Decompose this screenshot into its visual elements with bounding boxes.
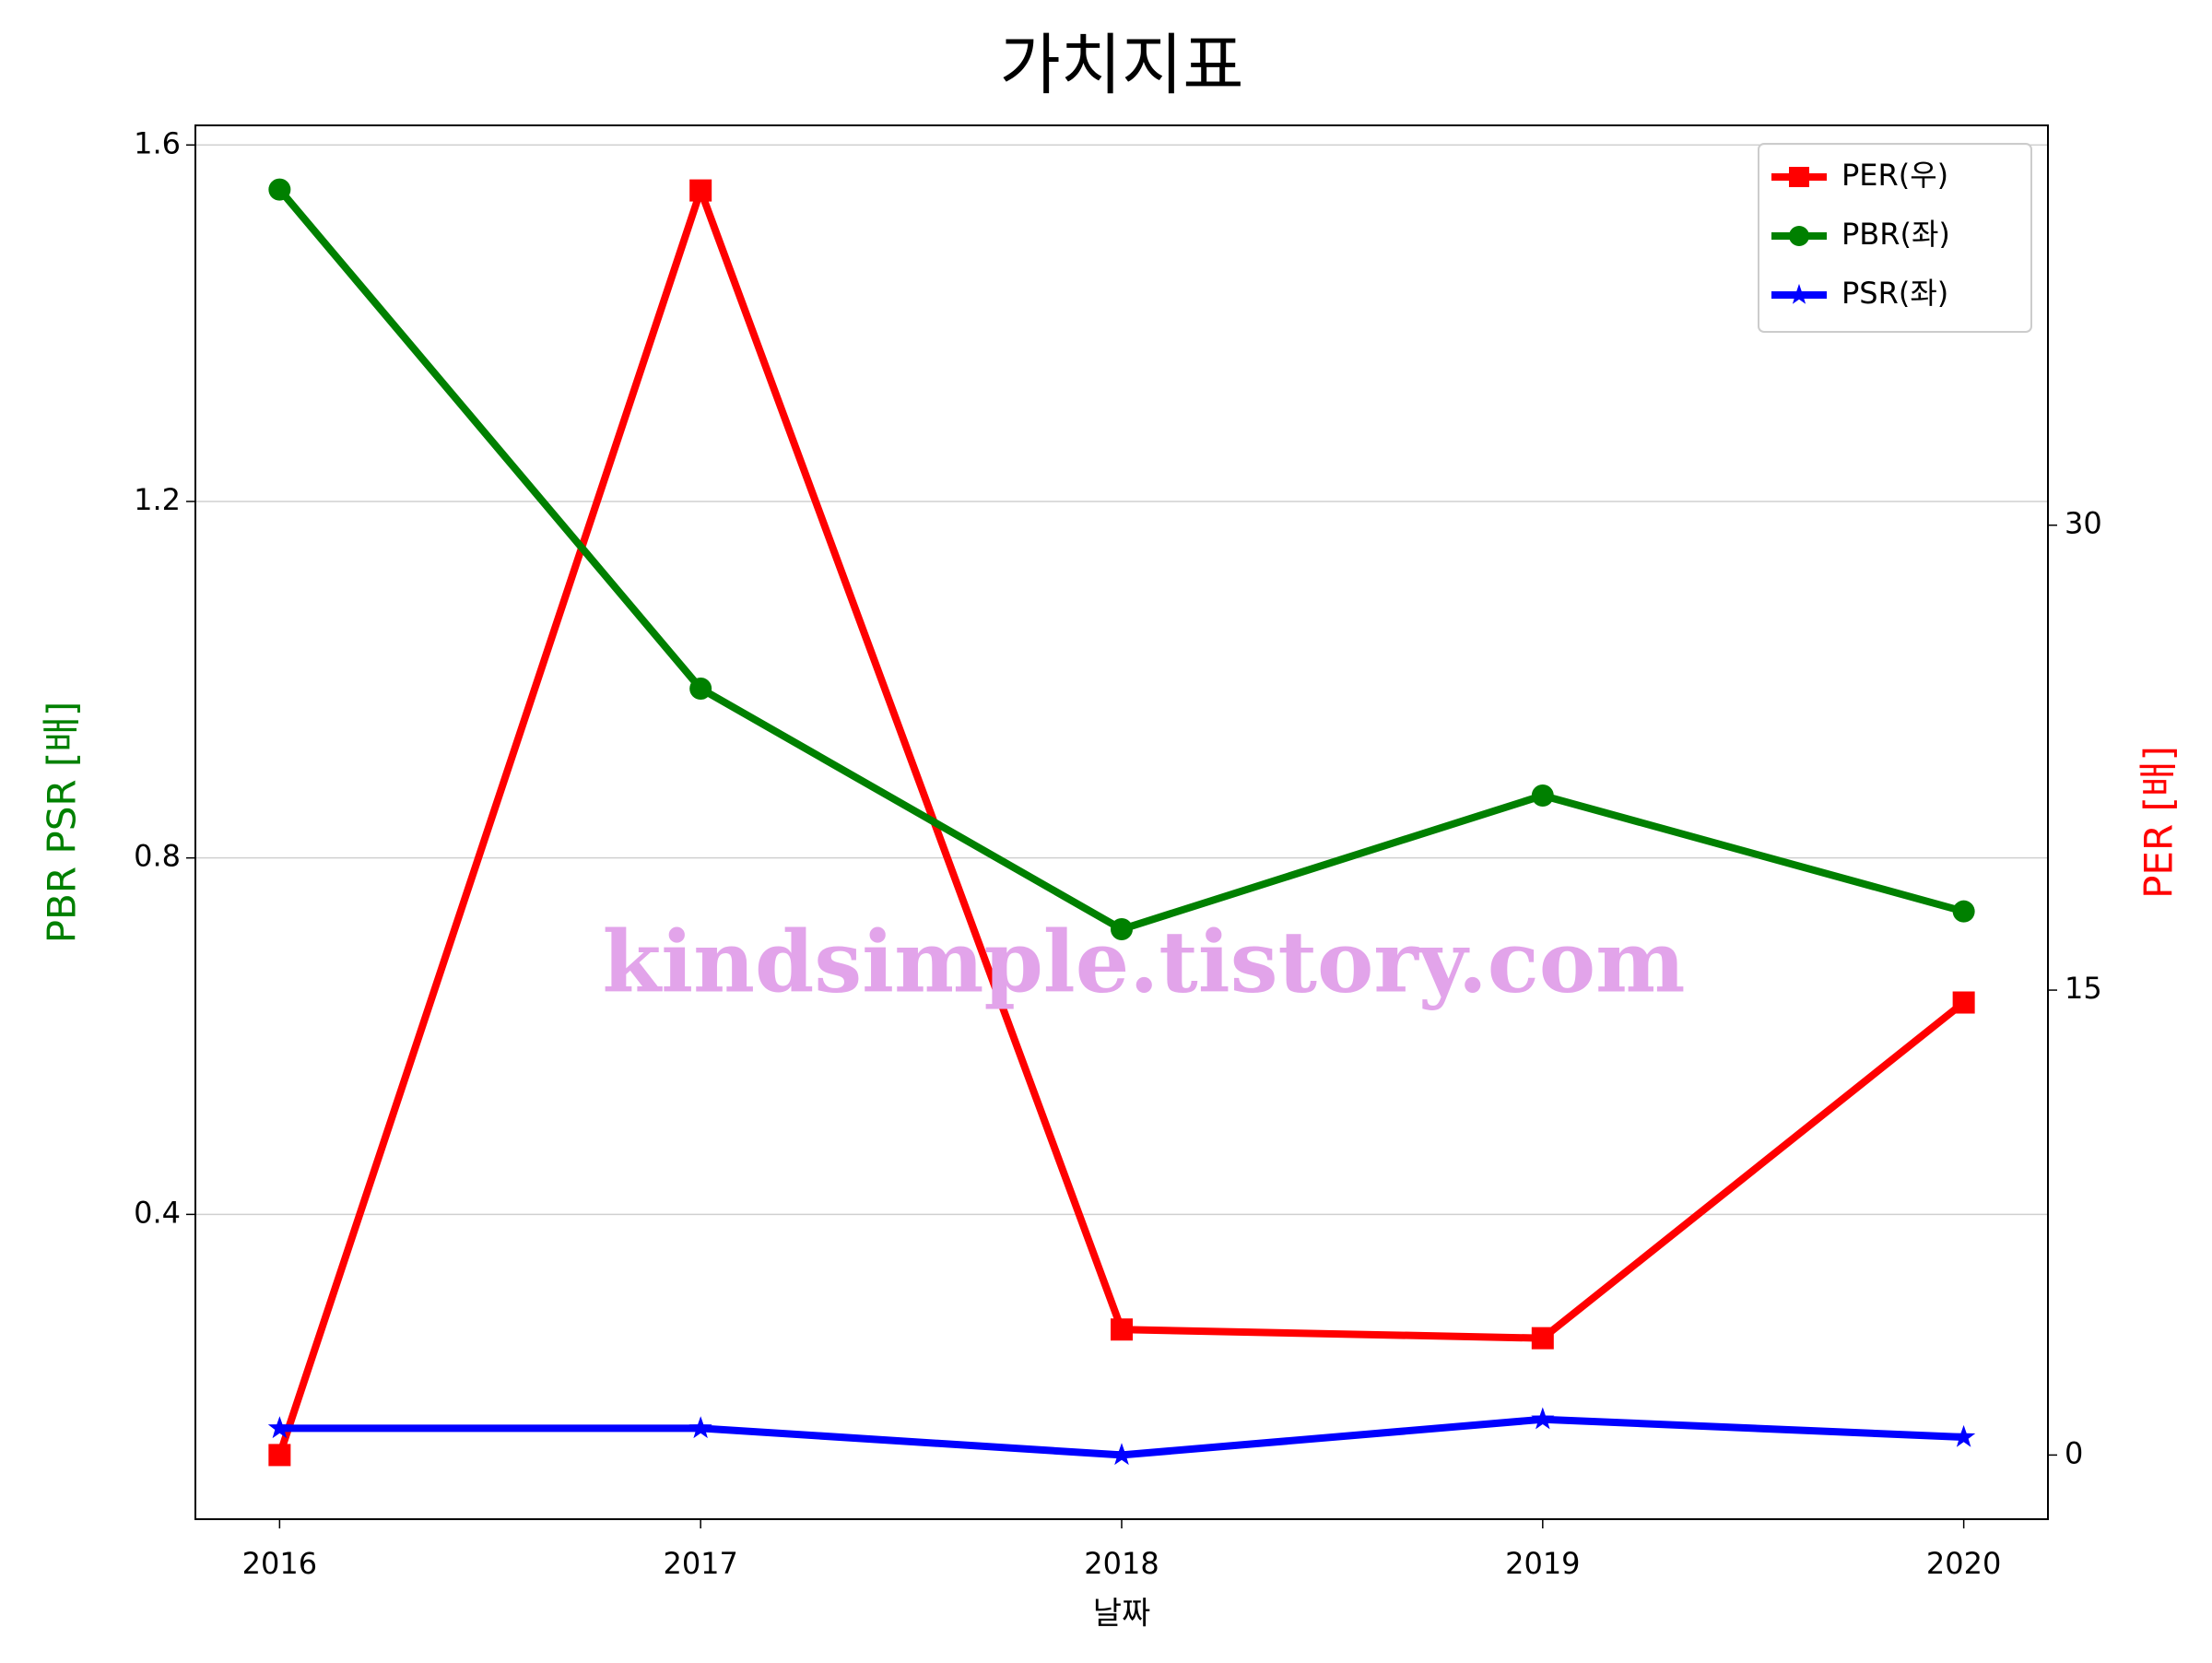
y-axis-label: PBR PSR [배]: [40, 702, 85, 944]
x-tick-label: 2018: [1084, 1546, 1159, 1581]
y-tick-label: 1.2: [134, 482, 181, 517]
marker: [1110, 1443, 1134, 1466]
marker: [1952, 1424, 1976, 1447]
y-tick-label: 0.8: [134, 839, 181, 874]
y2-tick-label: 30: [2065, 506, 2102, 541]
marker: [1789, 226, 1809, 246]
marker: [1788, 283, 1810, 304]
marker: [689, 179, 712, 202]
x-axis-label: 날짜: [1093, 1596, 1151, 1633]
marker: [1789, 167, 1809, 187]
legend-label: PSR(좌): [1841, 276, 1948, 311]
marker: [1111, 1318, 1133, 1341]
x-tick-label: 2017: [663, 1546, 737, 1581]
marker: [1952, 991, 1975, 1014]
legend-label: PBR(좌): [1841, 217, 1950, 252]
legend: PER(우) PBR(좌) PSR(좌): [1758, 143, 2032, 333]
marker: [688, 1416, 712, 1439]
y2-axis-label: PER [배]: [2136, 746, 2182, 899]
y-tick-label: 1.6: [134, 125, 181, 160]
plot-frame: [194, 124, 2049, 1520]
y2-tick-label: 0: [2065, 1435, 2083, 1470]
y2-tick-label: 15: [2065, 971, 2102, 1006]
marker: [1531, 1407, 1555, 1430]
legend-frame: [1758, 143, 2032, 333]
x-tick-label: 2016: [242, 1546, 317, 1581]
y-tick-label: 0.4: [134, 1195, 181, 1230]
marker: [268, 178, 291, 201]
watermark: kindsimple.tistory.com: [602, 913, 1685, 1012]
marker: [689, 677, 712, 700]
chart-title: 가치지표: [1000, 27, 1244, 104]
marker: [267, 1416, 291, 1439]
marker: [268, 1444, 291, 1467]
marker: [1531, 1327, 1554, 1350]
series-line: [276, 187, 1965, 934]
marker: [1952, 900, 1975, 923]
series-line: [276, 186, 1967, 1457]
marker: [1531, 784, 1554, 807]
marker: [1111, 918, 1133, 941]
x-tick-label: 2020: [1926, 1546, 2001, 1581]
x-tick-label: 2019: [1505, 1546, 1580, 1581]
legend-label: PER(우): [1841, 158, 1948, 193]
